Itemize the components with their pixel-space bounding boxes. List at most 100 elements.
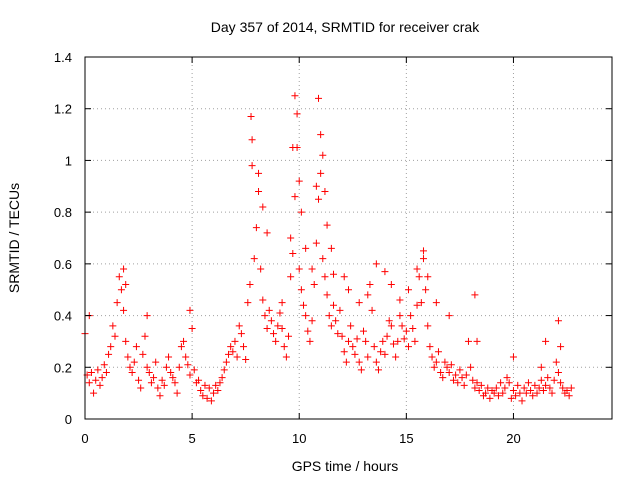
data-point (105, 350, 113, 358)
data-point (524, 379, 532, 387)
data-point (287, 273, 295, 281)
data-point (137, 384, 145, 392)
data-point (514, 381, 522, 389)
data-point (184, 361, 192, 369)
data-point (374, 366, 382, 374)
data-point (321, 187, 329, 195)
data-point (132, 343, 140, 351)
data-point (497, 379, 505, 387)
data-point (317, 169, 325, 177)
y-tick-label: 1 (65, 153, 72, 168)
x-tick-label: 0 (81, 431, 88, 446)
data-point (353, 335, 361, 343)
data-point (252, 224, 260, 232)
y-tick-label: 0.8 (54, 205, 72, 220)
data-point (216, 379, 224, 387)
data-point (160, 381, 168, 389)
data-point (306, 337, 314, 345)
data-point (347, 322, 355, 330)
data-point (473, 379, 481, 387)
data-point (334, 330, 342, 338)
data-point (259, 296, 267, 304)
data-point (563, 387, 571, 395)
data-point (385, 317, 393, 325)
data-point (278, 325, 286, 332)
data-point (240, 343, 248, 351)
data-point (319, 255, 327, 263)
data-point (368, 306, 376, 314)
plot-frame (84, 56, 613, 420)
data-point (422, 286, 430, 294)
data-point (471, 291, 479, 299)
data-point (355, 358, 363, 366)
data-point (210, 389, 218, 397)
data-point (441, 358, 449, 366)
data-point (122, 337, 130, 345)
data-point (255, 187, 263, 195)
x-tick-label: 20 (506, 431, 520, 446)
data-point (289, 144, 297, 151)
data-point (321, 273, 329, 281)
data-point (460, 381, 468, 389)
data-point (186, 371, 194, 379)
data-point (135, 376, 143, 384)
data-point (220, 366, 228, 374)
data-point (246, 281, 254, 289)
data-point (355, 299, 363, 307)
data-point (248, 136, 256, 144)
data-point (332, 317, 340, 325)
data-point (452, 371, 460, 379)
data-point (381, 268, 389, 276)
data-point (248, 162, 256, 170)
data-point (529, 392, 537, 400)
data-point (128, 368, 136, 376)
data-point (537, 376, 545, 384)
data-point (297, 208, 305, 216)
data-point (557, 379, 565, 387)
data-point (325, 312, 333, 320)
data-point (291, 193, 299, 201)
data-point (516, 389, 524, 397)
data-point (503, 374, 511, 382)
data-point (312, 182, 320, 190)
data-point (323, 291, 331, 299)
grid-layer (85, 57, 612, 419)
data-point (377, 348, 385, 356)
data-point (289, 250, 297, 258)
data-point (222, 358, 230, 366)
data-point (274, 322, 282, 330)
data-point (195, 376, 203, 384)
data-point (567, 384, 575, 392)
data-point (237, 330, 245, 338)
data-point (383, 332, 391, 340)
y-tick-label: 0.2 (54, 360, 72, 375)
data-point (372, 260, 380, 268)
data-point (400, 335, 408, 343)
data-point (287, 234, 295, 242)
data-point (443, 363, 451, 371)
data-point (407, 312, 415, 320)
data-point (186, 306, 194, 314)
data-point (233, 353, 241, 361)
data-point (484, 384, 492, 392)
data-point (98, 374, 106, 382)
data-point (499, 389, 507, 397)
data-point (295, 265, 303, 273)
data-point (107, 343, 115, 351)
data-point (308, 317, 316, 325)
data-point (96, 381, 104, 389)
y-tick-label: 0 (65, 412, 72, 427)
data-point (201, 381, 209, 389)
data-point (542, 381, 550, 389)
data-point (203, 394, 211, 402)
data-point (415, 273, 423, 281)
x-tick-label: 15 (399, 431, 413, 446)
data-point (231, 337, 239, 345)
data-point (227, 343, 235, 351)
data-point (295, 177, 303, 185)
data-point (537, 363, 545, 371)
data-point (467, 363, 475, 371)
data-point (207, 397, 215, 405)
data-point (285, 332, 293, 340)
data-points-layer (81, 92, 575, 405)
